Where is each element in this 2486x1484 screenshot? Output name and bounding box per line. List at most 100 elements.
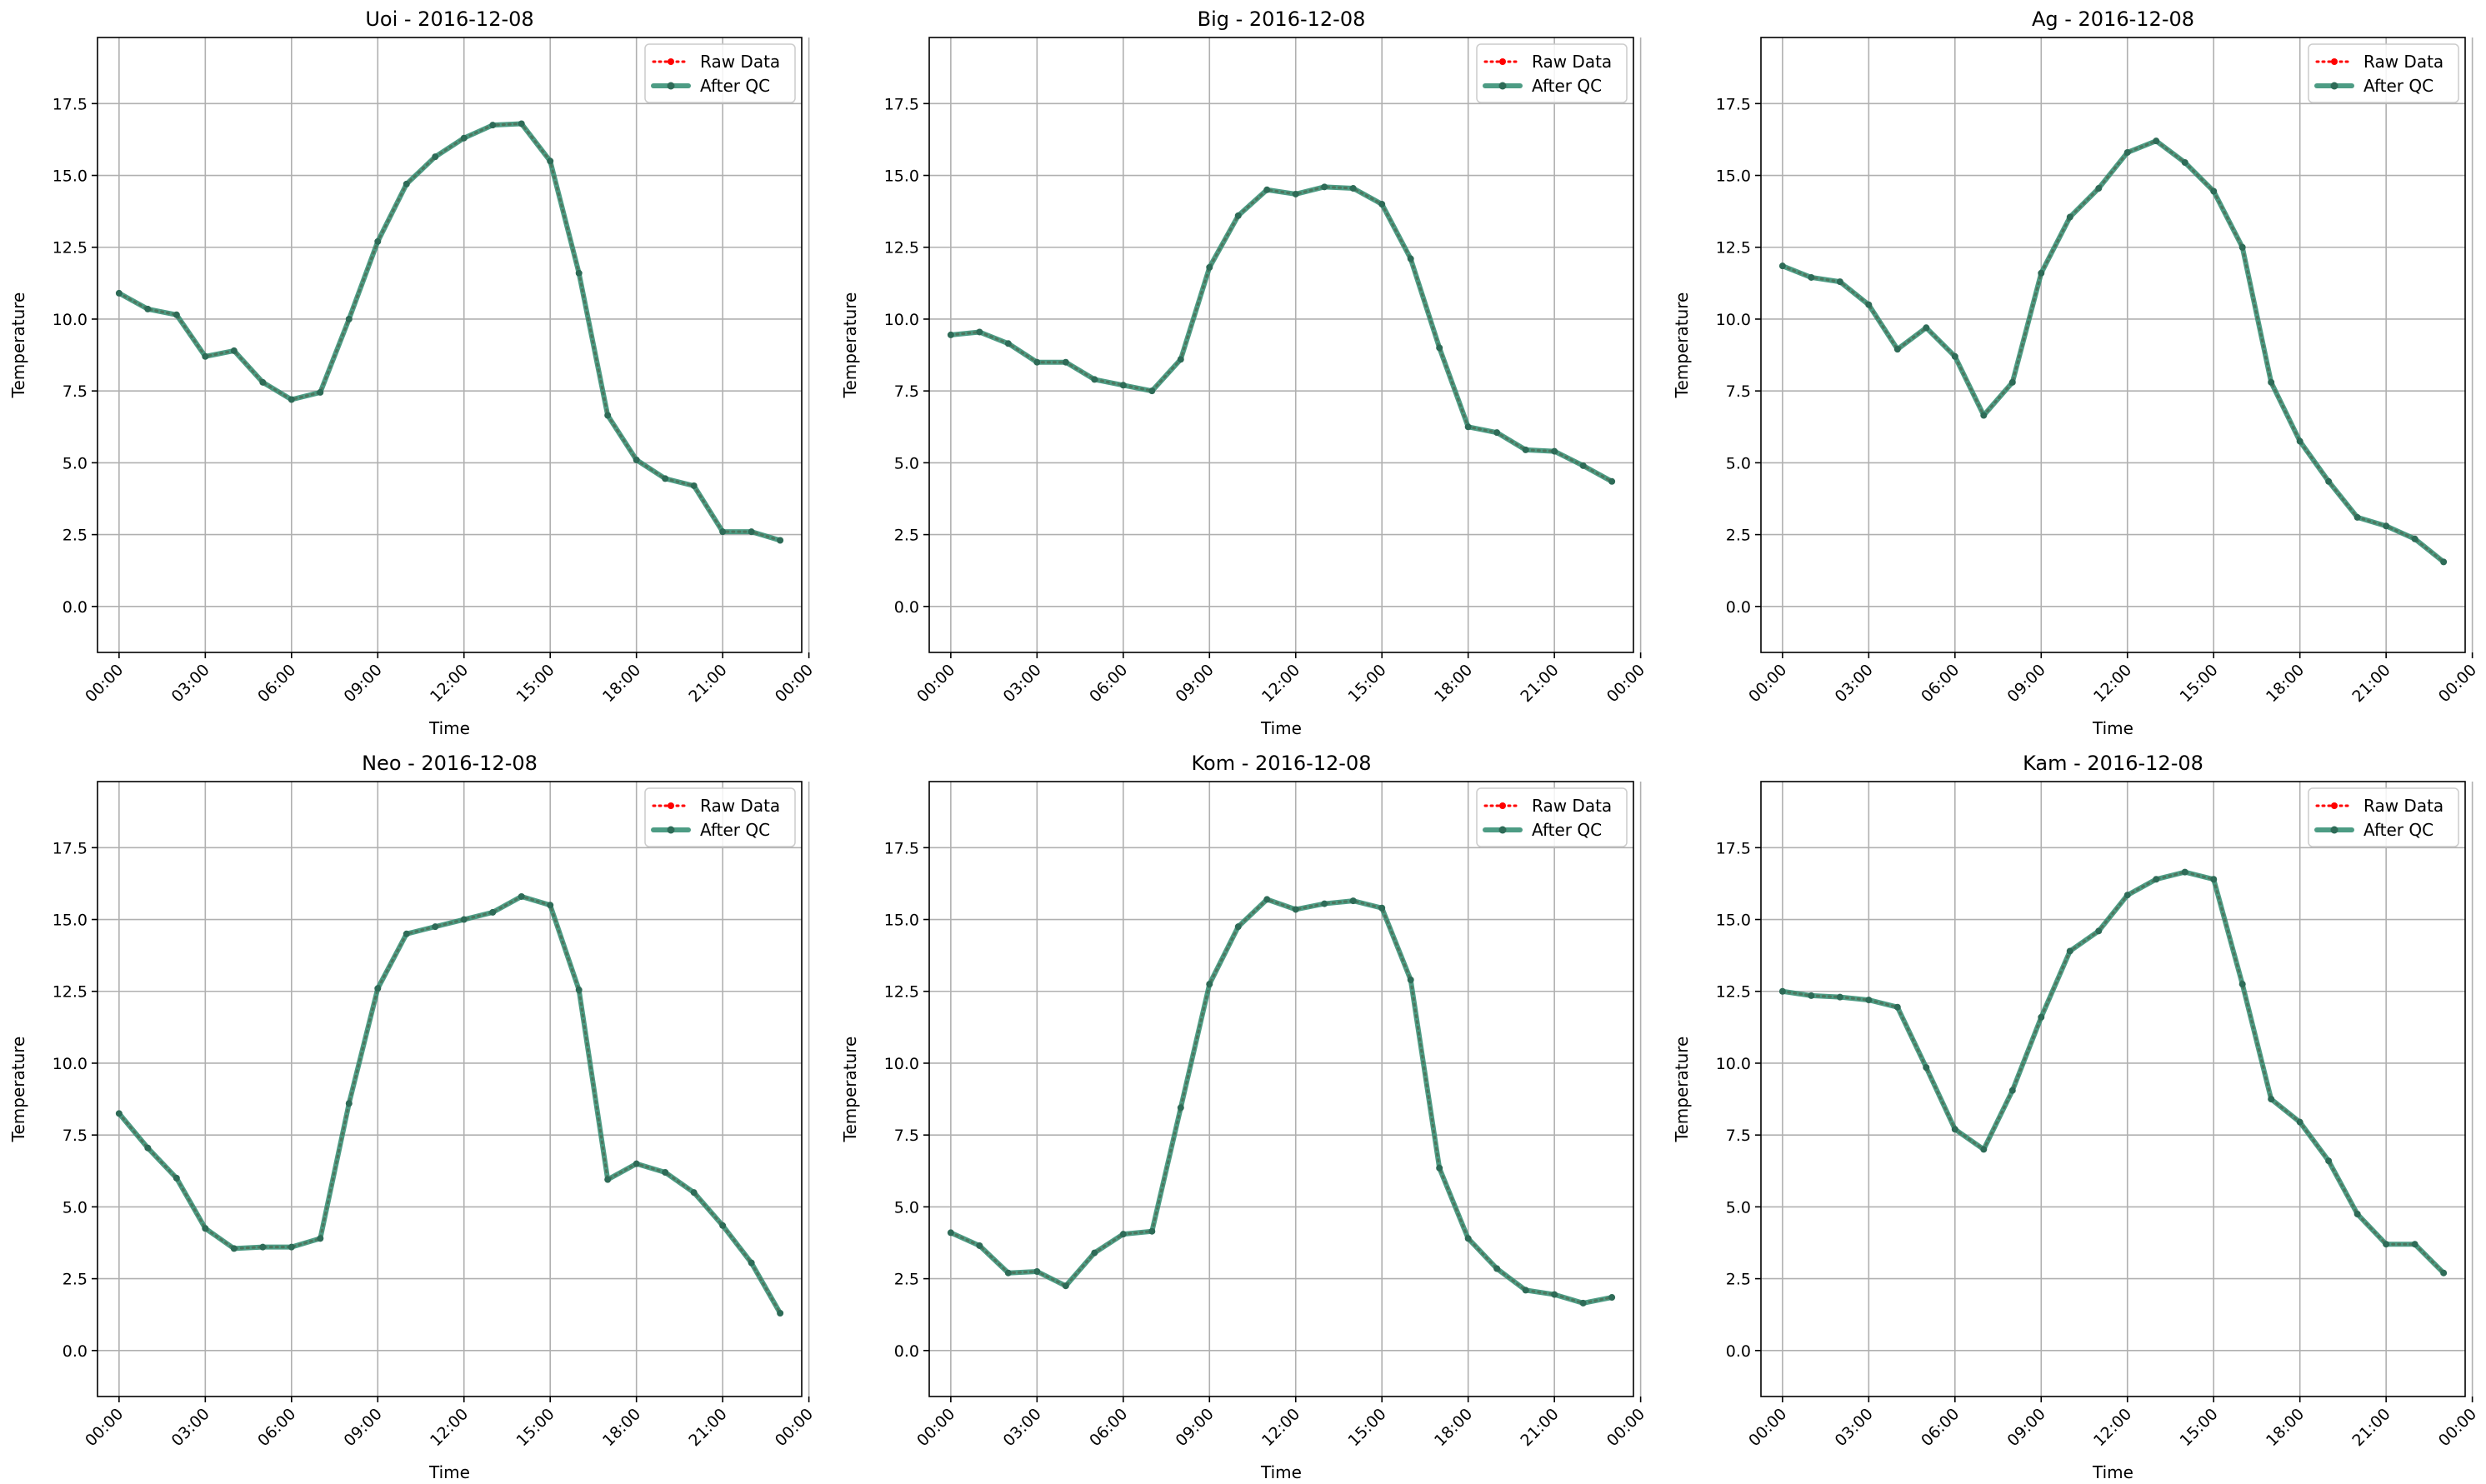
legend-raw-data-label: Raw Data xyxy=(1532,796,1612,816)
after-qc-point xyxy=(2238,243,2246,251)
after-qc-point xyxy=(1923,1064,1930,1072)
after-qc-point xyxy=(633,456,640,463)
legend-after-qc-label: After QC xyxy=(1532,76,1602,96)
after-qc-point xyxy=(173,1174,180,1182)
y-tick-label: 0.0 xyxy=(1726,598,1751,617)
axes-frame xyxy=(1760,781,2466,1397)
y-tick-label: 12.5 xyxy=(1716,239,1751,257)
after-qc-point xyxy=(2123,892,2131,899)
after-qc-point xyxy=(1436,1164,1443,1172)
after-qc-point xyxy=(2268,1096,2275,1103)
after-qc-point xyxy=(1148,1227,1156,1235)
after-qc-point xyxy=(976,1242,983,1249)
after-qc-point xyxy=(662,1169,669,1177)
subplot-title: Kom - 2016-12-08 xyxy=(1192,752,1372,775)
series-line-after-qc xyxy=(116,121,783,543)
after-qc-point xyxy=(1551,447,1558,455)
x-axis-label: Time xyxy=(428,718,470,738)
y-axis-label: Temperature xyxy=(840,1037,860,1143)
legend: Raw Data After QC xyxy=(644,787,796,847)
legend-after-qc-label: After QC xyxy=(1532,820,1602,840)
y-axis-label: Temperature xyxy=(1672,292,1692,399)
y-tick-label: 15.0 xyxy=(1716,912,1751,930)
after-qc-point xyxy=(2325,1157,2333,1165)
after-qc-point xyxy=(202,1225,209,1232)
after-qc-point xyxy=(374,237,382,245)
y-tick-label: 17.5 xyxy=(1716,95,1751,113)
after-qc-point xyxy=(1292,190,1299,197)
after-qc-point xyxy=(173,311,180,318)
after-qc-point xyxy=(976,328,983,336)
after-qc-point xyxy=(115,1110,123,1117)
after-qc-point xyxy=(403,180,410,187)
after-qc-point xyxy=(575,269,583,277)
after-qc-point xyxy=(1004,340,1012,347)
x-axis-label: Time xyxy=(2092,1462,2133,1482)
after-qc-point xyxy=(1206,263,1213,271)
after-qc-point xyxy=(1119,1231,1127,1238)
after-qc-point xyxy=(317,1235,324,1242)
legend-after-qc-marker xyxy=(2330,82,2338,90)
after-qc-point xyxy=(662,475,669,482)
after-qc-point xyxy=(144,305,152,312)
after-qc-point xyxy=(2095,927,2103,935)
after-qc-point xyxy=(1263,186,1271,193)
y-tick-label: 7.5 xyxy=(894,1127,919,1145)
after-qc-point xyxy=(1836,278,1843,286)
y-tick-label: 7.5 xyxy=(1726,1127,1751,1145)
after-qc-point xyxy=(1608,1294,1616,1302)
after-qc-point xyxy=(604,412,612,419)
after-qc-point xyxy=(1378,201,1386,208)
after-qc-point xyxy=(288,1243,295,1251)
after-qc-point xyxy=(1923,324,1930,332)
y-tick-label: 10.0 xyxy=(1716,1055,1751,1073)
after-qc-point xyxy=(1349,185,1357,192)
legend: Raw Data After QC xyxy=(2308,43,2459,103)
y-tick-label: 12.5 xyxy=(53,983,88,1002)
series-line-after-qc xyxy=(1779,869,2447,1276)
y-axis-label: Temperature xyxy=(840,292,860,399)
y-tick-label: 7.5 xyxy=(894,382,919,401)
legend-raw-data-marker xyxy=(668,58,674,65)
after-qc-point xyxy=(2066,947,2073,955)
after-qc-point xyxy=(2353,1211,2361,1218)
y-tick-label: 10.0 xyxy=(1716,311,1751,329)
y-tick-label: 5.0 xyxy=(894,454,919,472)
after-qc-point xyxy=(777,1309,784,1317)
after-qc-point xyxy=(2411,1241,2418,1248)
legend-after-qc-marker xyxy=(667,82,675,90)
after-qc-point xyxy=(345,315,353,322)
series-line-after-qc xyxy=(116,893,783,1316)
after-qc-point xyxy=(2181,159,2188,167)
after-qc-point xyxy=(1893,346,1901,353)
legend-raw-data-marker xyxy=(1499,802,1506,809)
after-qc-point xyxy=(432,923,439,931)
after-qc-point xyxy=(2066,213,2073,221)
after-qc-point xyxy=(1951,1126,1958,1133)
y-tick-label: 0.0 xyxy=(63,598,88,617)
y-tick-label: 10.0 xyxy=(53,311,88,329)
after-qc-point xyxy=(2008,1087,2016,1094)
legend-raw-data-marker xyxy=(1499,58,1506,65)
y-tick-label: 15.0 xyxy=(1716,167,1751,186)
after-qc-point xyxy=(2038,269,2045,277)
subplot-title: Big - 2016-12-08 xyxy=(1198,7,1366,31)
after-qc-point xyxy=(1464,423,1472,431)
after-qc-point xyxy=(1808,273,1815,281)
after-qc-point xyxy=(2325,477,2333,485)
y-tick-label: 2.5 xyxy=(1726,527,1751,545)
after-qc-point xyxy=(547,157,554,165)
after-qc-point xyxy=(604,1176,612,1183)
legend: Raw Data After QC xyxy=(2308,787,2459,847)
subplot-title: Ag - 2016-12-08 xyxy=(2032,7,2194,31)
after-qc-point xyxy=(1551,1291,1558,1298)
after-qc-point xyxy=(230,347,238,354)
after-qc-point xyxy=(2008,378,2016,386)
x-axis-label: Time xyxy=(1260,718,1302,738)
after-qc-point xyxy=(115,289,123,297)
y-tick-label: 17.5 xyxy=(53,95,88,113)
y-tick-label: 2.5 xyxy=(1726,1271,1751,1289)
after-qc-point xyxy=(1778,987,1786,995)
after-qc-point xyxy=(489,908,497,916)
after-qc-point xyxy=(947,331,954,338)
